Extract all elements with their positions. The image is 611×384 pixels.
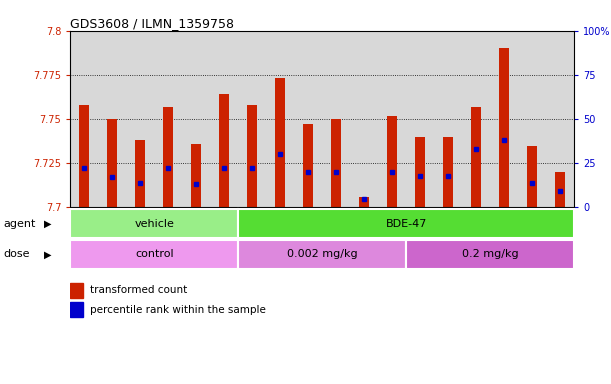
Bar — [463, 31, 490, 207]
Text: vehicle: vehicle — [134, 218, 174, 229]
Bar — [238, 209, 574, 238]
Bar — [555, 172, 565, 207]
Bar — [163, 107, 173, 207]
Text: transformed count: transformed count — [90, 285, 188, 295]
Bar — [70, 209, 238, 238]
Bar — [295, 31, 323, 207]
Bar — [266, 31, 295, 207]
Text: percentile rank within the sample: percentile rank within the sample — [90, 305, 266, 314]
Bar — [490, 31, 518, 207]
Text: agent: agent — [3, 218, 35, 229]
Bar — [472, 107, 481, 207]
Text: BDE-47: BDE-47 — [386, 218, 427, 229]
Bar — [350, 31, 378, 207]
Bar — [191, 144, 201, 207]
Bar — [136, 140, 145, 207]
Bar — [98, 31, 126, 207]
Text: 0.2 mg/kg: 0.2 mg/kg — [462, 249, 519, 260]
Text: dose: dose — [3, 249, 29, 260]
Bar — [499, 48, 509, 207]
Bar — [108, 119, 117, 207]
Bar — [387, 116, 397, 207]
Bar — [444, 137, 453, 207]
Text: control: control — [135, 249, 174, 260]
Bar — [70, 302, 83, 317]
Bar — [79, 105, 89, 207]
Bar — [182, 31, 210, 207]
Bar — [546, 31, 574, 207]
Text: ▶: ▶ — [44, 218, 51, 229]
Bar — [323, 31, 350, 207]
Bar — [126, 31, 154, 207]
Bar — [210, 31, 238, 207]
Bar — [359, 197, 369, 207]
Text: ▶: ▶ — [44, 249, 51, 260]
Bar — [70, 31, 98, 207]
Text: GDS3608 / ILMN_1359758: GDS3608 / ILMN_1359758 — [70, 17, 234, 30]
Bar — [518, 31, 546, 207]
Bar — [434, 31, 463, 207]
Bar — [70, 283, 83, 298]
Bar — [70, 240, 238, 269]
Text: 0.002 mg/kg: 0.002 mg/kg — [287, 249, 357, 260]
Bar — [406, 240, 574, 269]
Bar — [415, 137, 425, 207]
Bar — [276, 78, 285, 207]
Bar — [219, 94, 229, 207]
Bar — [238, 240, 406, 269]
Bar — [527, 146, 537, 207]
Bar — [238, 31, 266, 207]
Bar — [304, 124, 313, 207]
Bar — [154, 31, 182, 207]
Bar — [406, 31, 434, 207]
Bar — [331, 119, 341, 207]
Bar — [378, 31, 406, 207]
Bar — [247, 105, 257, 207]
